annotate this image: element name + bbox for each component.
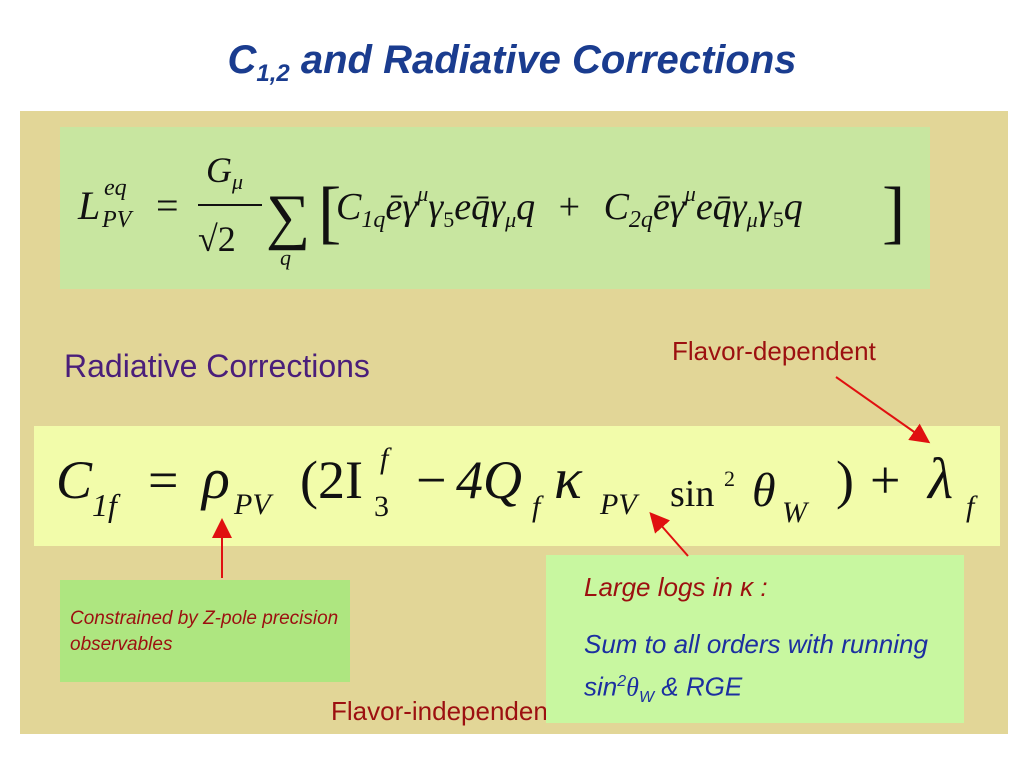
flavor-dependent-label: Flavor-dependent xyxy=(672,336,876,366)
lagrangian-equation: L eq PV = G μ √2 ∑ q [ C1qēγμγ5eq̄γμq + … xyxy=(77,150,905,270)
constrained-note-text: Constrained by Z-pole precision observab… xyxy=(70,608,339,655)
c1f-equals: = xyxy=(148,450,178,510)
theta-symbol: θ xyxy=(752,464,776,517)
lagrangian-sub: PV xyxy=(101,207,134,233)
c1f-lhs-sub: 1f xyxy=(92,487,121,523)
c1f-equation-box xyxy=(34,426,1000,546)
lagrangian-equals: = xyxy=(156,183,179,228)
kappa-sub: PV xyxy=(599,488,640,521)
plus-sign: + xyxy=(870,450,900,510)
large-logs-box xyxy=(546,555,964,723)
kappa-symbol: κ xyxy=(554,446,583,511)
four-q: 4Q xyxy=(456,450,522,510)
flavor-dependent-arrow xyxy=(835,376,931,444)
kappa-arrow xyxy=(649,511,689,557)
rho-sub: PV xyxy=(233,488,274,521)
sin-sup: 2 xyxy=(724,466,735,491)
sin-text: sin xyxy=(670,473,714,515)
sum-symbol: ∑ xyxy=(266,183,310,251)
lagrangian-sup: eq xyxy=(104,175,127,201)
rho-symbol: ρ xyxy=(200,446,230,511)
constrained-note-box: Constrained by Z-pole precision observab… xyxy=(60,580,350,682)
title-prefix: C xyxy=(227,38,257,82)
svg-text:C1qēγμγ5eq̄γμq + C: C1qēγμγ5eq̄γμq + C2qēγμeq̄γμγ5q xyxy=(336,181,803,233)
i-sub: 3 xyxy=(374,490,389,523)
flavor-independent-label: Flavor-independent xyxy=(331,696,547,726)
bracket-open: [ xyxy=(318,174,341,251)
lambda-symbol: λ xyxy=(926,446,953,511)
radiative-corrections-label: Radiative Corrections xyxy=(64,348,370,384)
bracket-close: ] xyxy=(882,174,905,251)
large-logs-title: Large logs in κ : xyxy=(584,572,768,602)
c1f-lhs: C xyxy=(56,450,93,510)
theta-sub: W xyxy=(782,496,810,529)
term1-c: C xyxy=(336,186,362,228)
paren-open: (2I xyxy=(300,450,363,510)
sum-index: q xyxy=(280,245,291,270)
title-subscript: 1,2 xyxy=(256,60,290,87)
lagrangian-equation-box xyxy=(60,127,930,289)
lagrangian-lhs: L xyxy=(77,183,100,228)
paren-close: ) xyxy=(836,450,854,510)
lagrangian-numerator-sub: μ xyxy=(231,169,243,194)
lagrangian-denominator: √2 xyxy=(198,219,236,259)
sum-orders-text: Sum to all orders with running sin2θW & … xyxy=(584,629,928,706)
c1f-equation: C 1f = ρ PV (2I f 3 − 4Q f κ PV sin 2 θ … xyxy=(56,442,978,529)
minus-sign: − xyxy=(416,450,446,510)
term-plus: + xyxy=(559,186,580,228)
title-rest: and Radiative Corrections xyxy=(289,38,797,82)
slide-title: C1,2 and Radiative Corrections xyxy=(0,38,1024,88)
lagrangian-numerator: G xyxy=(206,150,232,190)
